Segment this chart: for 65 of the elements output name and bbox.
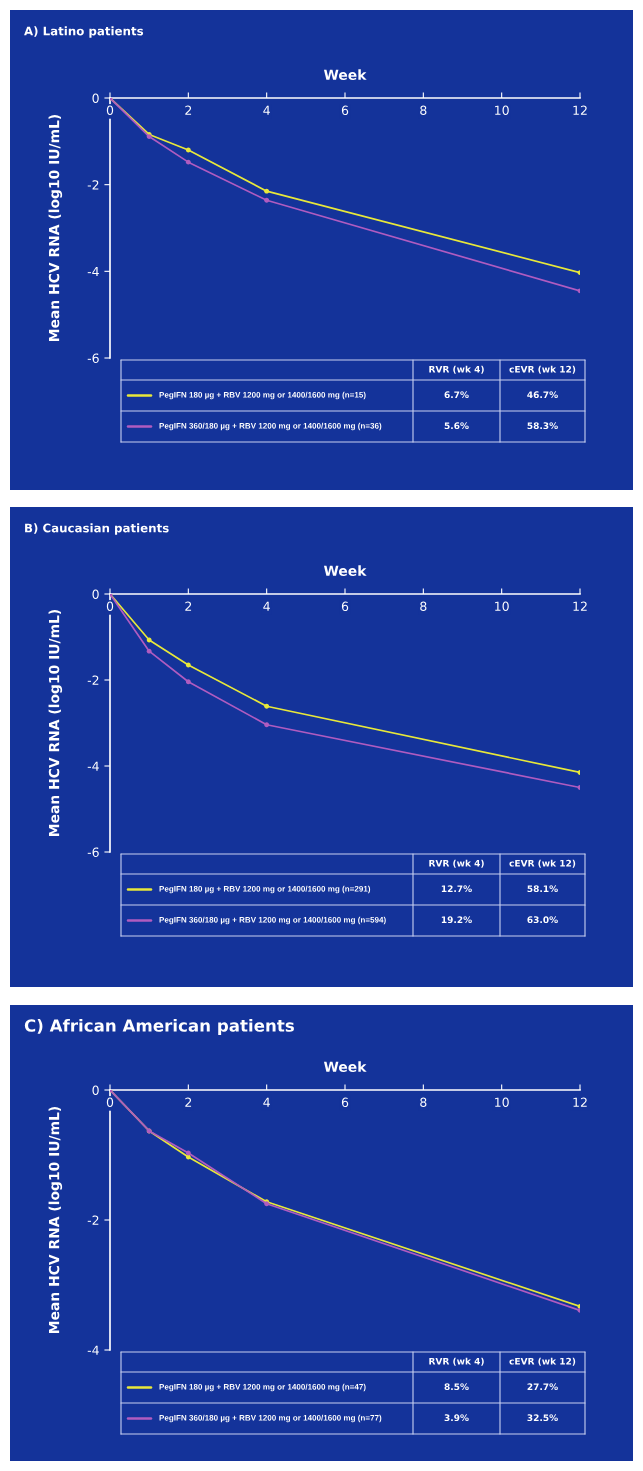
y-tick-label: 0 [92, 589, 99, 599]
chart-title: A) Latino patients [24, 26, 144, 38]
text: 12.7% [441, 885, 472, 893]
chart-title: B) Caucasian patients [25, 523, 169, 535]
text: 58.3% [527, 422, 558, 430]
x-tick-label: 12 [573, 601, 587, 611]
x-tick-label: 8 [420, 1097, 427, 1108]
y-tick-label: -4 [87, 266, 99, 277]
text: 5.6% [444, 422, 469, 430]
legend-label: PegIFN 180 µg + RBV 1200 mg or 1400/1600 mg (n=291) [159, 885, 371, 894]
x-axis-title: Week [323, 1061, 367, 1073]
x-tick-label: 12 [573, 1097, 587, 1107]
y-axis-title: Mean HCV RNA (log10 IU/mL) [48, 609, 63, 837]
x-tick-label: 6 [341, 1097, 349, 1108]
text: 3.9% [444, 1414, 469, 1422]
x-tick-label: 2 [185, 601, 192, 611]
legend-label: PegIFN 180 µg + RBV 1200 mg or 1400/1600 mg (n=47) [159, 1383, 366, 1392]
text: 27.7% [527, 1383, 558, 1391]
x-tick-label: 2 [185, 105, 192, 115]
text: RVR (wk 4) [429, 859, 484, 868]
x-tick-label: 8 [420, 601, 427, 612]
y-tick-label: -6 [87, 353, 99, 363]
y-tick-label: 0 [92, 93, 99, 103]
text: cEVR (wk 12) [509, 859, 576, 868]
y-tick-label: 0 [92, 1085, 99, 1095]
x-tick-label: 8 [420, 105, 427, 116]
y-axis-title: Mean HCV RNA (log10 IU/mL) [48, 114, 63, 342]
x-tick-label: 4 [263, 105, 270, 115]
text: cEVR (wk 12) [509, 1357, 576, 1366]
text: 6.7% [444, 391, 469, 399]
x-tick-label: 2 [185, 1097, 192, 1107]
x-tick-label: 4 [263, 1097, 270, 1107]
text: 63.0% [527, 916, 558, 924]
legend-label: PegIFN 360/180 µg + RBV 1200 mg or 1400/1600 mg (n=77) [159, 1414, 382, 1423]
x-axis-title: Week [323, 69, 367, 81]
y-tick-label: -2 [87, 180, 99, 190]
x-tick-label: 10 [495, 105, 509, 116]
chart-title: C) African American patients [24, 1018, 294, 1036]
x-tick-label: 6 [341, 105, 349, 116]
x-axis-title: Week [323, 565, 367, 577]
x-tick-label: 6 [341, 601, 349, 612]
y-tick-label: -4 [87, 1345, 99, 1355]
text: 46.7% [527, 391, 558, 399]
text: RVR (wk 4) [429, 365, 484, 374]
y-axis-title: Mean HCV RNA (log10 IU/mL) [48, 1106, 63, 1334]
x-tick-label: 4 [263, 601, 270, 611]
legend-label: PegIFN 360/180 µg + RBV 1200 mg or 1400/1600 mg (n=36) [159, 422, 382, 431]
text: 58.1% [527, 885, 558, 893]
legend-label: PegIFN 360/180 µg + RBV 1200 mg or 1400/1600 mg (n=594) [159, 916, 386, 925]
text: RVR (wk 4) [429, 1357, 484, 1366]
x-tick-label: 0 [106, 1097, 114, 1108]
x-tick-label: 12 [573, 105, 587, 115]
y-tick-label: -6 [87, 847, 99, 857]
text: 8.5% [444, 1383, 469, 1391]
legend-label: PegIFN 180 µg + RBV 1200 mg or 1400/1600 mg (n=15) [159, 391, 366, 400]
text: 19.2% [441, 916, 472, 924]
y-tick-label: -2 [87, 675, 99, 685]
x-tick-label: 10 [495, 601, 509, 612]
text: 32.5% [527, 1414, 558, 1422]
x-tick-label: 0 [106, 601, 114, 612]
text: cEVR (wk 12) [509, 365, 576, 374]
y-tick-label: -2 [87, 1215, 99, 1225]
y-tick-label: -4 [87, 761, 99, 771]
x-tick-label: 0 [106, 105, 114, 116]
x-tick-label: 10 [495, 1097, 509, 1108]
